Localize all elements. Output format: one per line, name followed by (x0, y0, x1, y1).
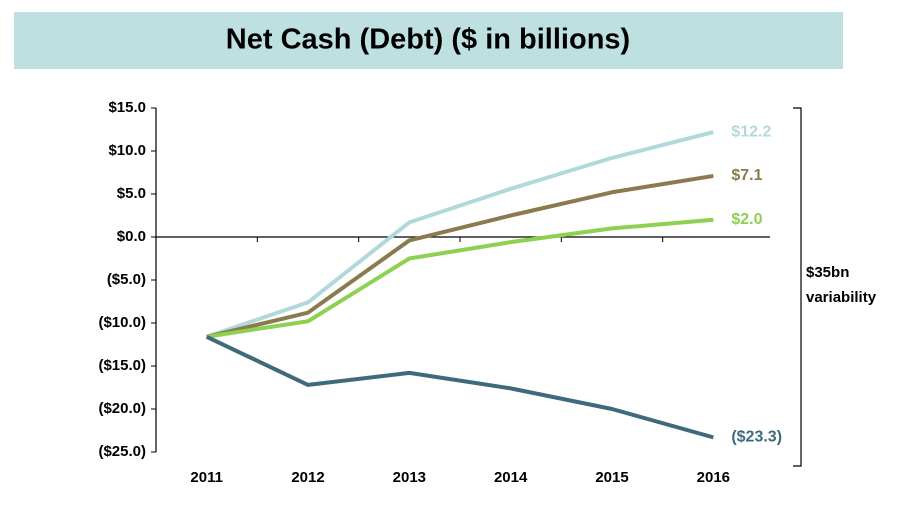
y-tick-label: ($20.0) (98, 400, 146, 417)
y-tick-label: ($10.0) (98, 314, 146, 331)
value-label: $12.2 (731, 123, 771, 140)
x-tick-label: 2016 (697, 469, 730, 486)
line (206, 130, 714, 339)
annotation: variability (806, 289, 877, 306)
y-tick-label: $10.0 (108, 142, 146, 159)
x-tick-label: 2014 (494, 469, 528, 486)
x-tick-label: 2015 (595, 469, 628, 486)
line (205, 334, 714, 440)
line (206, 217, 714, 339)
x-tick-label: 2013 (393, 469, 426, 486)
y-tick-label: $15.0 (108, 99, 146, 116)
value-label: $2.0 (731, 211, 762, 228)
annotation: $35bn (806, 264, 849, 281)
y-tick-label: ($5.0) (107, 271, 146, 288)
chart-title: Net Cash (Debt) ($ in billions) (226, 24, 630, 56)
y-tick-label: $5.0 (117, 185, 146, 202)
y-tick-label: ($15.0) (98, 357, 146, 374)
value-label: ($23.3) (731, 429, 782, 446)
title-banner (14, 12, 843, 69)
y-tick-label: ($25.0) (98, 443, 146, 460)
x-tick-label: 2012 (291, 469, 324, 486)
value-label: $7.1 (731, 167, 762, 184)
variability-bracket (793, 107, 802, 467)
x-tick-label: 2011 (190, 469, 223, 486)
line (206, 173, 714, 339)
y-tick-label: $0.0 (117, 228, 146, 245)
